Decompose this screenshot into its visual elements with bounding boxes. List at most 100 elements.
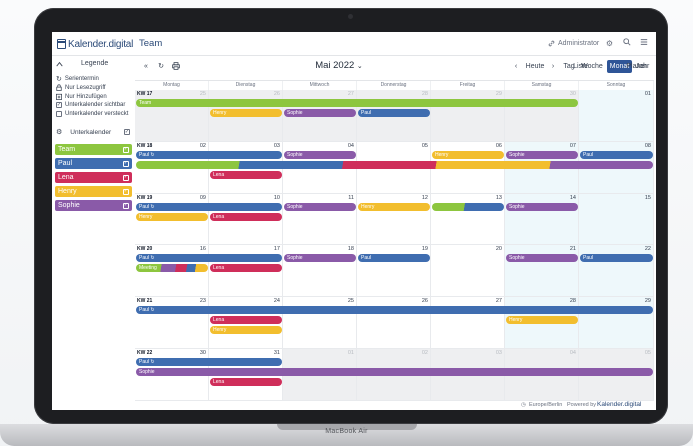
- calendar-event[interactable]: Henry: [358, 202, 430, 211]
- calendar-event[interactable]: Paul: [358, 109, 430, 117]
- weekday-header: Samstag: [505, 81, 579, 90]
- toggle-all-checkbox[interactable]: ✓: [124, 128, 130, 135]
- week-number: KW 18: [137, 142, 153, 149]
- day-cell[interactable]: 29: [431, 90, 505, 142]
- calendar-event[interactable]: Meeting: [136, 264, 208, 273]
- subcalendar-henry[interactable]: Henry ✓: [55, 186, 132, 197]
- legend-header[interactable]: Legende: [56, 60, 132, 67]
- day-cell[interactable]: 26: [357, 297, 431, 349]
- view-planner-button[interactable]: Planer: [626, 63, 647, 70]
- day-cell[interactable]: 14: [505, 193, 579, 246]
- next-button[interactable]: ›: [551, 63, 555, 70]
- view-year-button[interactable]: Jahr: [635, 63, 650, 70]
- calendar-event[interactable]: Lena: [210, 316, 282, 325]
- checkbox-checked-icon[interactable]: ✓: [123, 188, 129, 195]
- settings-icon[interactable]: ⚙: [56, 129, 63, 136]
- footer-brand[interactable]: Kalender.digital: [597, 401, 642, 408]
- day-cell[interactable]: 12: [357, 193, 431, 246]
- day-cell[interactable]: 24: [209, 297, 283, 349]
- calendar-event[interactable]: Paul: [580, 254, 653, 263]
- calendar-event[interactable]: Paul ↻: [136, 150, 282, 159]
- calendar-event[interactable]: Henry: [136, 212, 208, 221]
- day-cell[interactable]: 11: [283, 193, 357, 246]
- calendar-event[interactable]: Team: [136, 99, 578, 107]
- refresh-button[interactable]: ↻: [158, 63, 164, 70]
- calendar-event[interactable]: Henry: [210, 109, 282, 117]
- subcalendar-lena[interactable]: Lena ✓: [55, 172, 132, 183]
- search-icon[interactable]: [621, 38, 632, 49]
- day-cell[interactable]: 25: [283, 297, 357, 349]
- day-cell[interactable]: 01: [579, 90, 654, 142]
- day-cell[interactable]: 13: [431, 193, 505, 246]
- settings-icon[interactable]: ⚙: [605, 39, 614, 48]
- logo[interactable]: Kalender.digital: [57, 38, 133, 50]
- day-cell[interactable]: 29: [579, 297, 654, 349]
- day-cell[interactable]: 21: [505, 245, 579, 298]
- day-cell[interactable]: 30: [505, 90, 579, 142]
- day-cell[interactable]: 20: [431, 245, 505, 298]
- calendar-event[interactable]: Sophie: [506, 254, 578, 263]
- calendar-event[interactable]: Lena: [210, 264, 282, 273]
- day-cell[interactable]: 15: [579, 193, 654, 246]
- calendar-event[interactable]: Sophie: [284, 202, 356, 211]
- calendar-event[interactable]: Paul: [358, 254, 430, 263]
- calendar-event[interactable]: Henry: [432, 150, 504, 159]
- day-cell[interactable]: 18: [283, 245, 357, 298]
- calendar-event[interactable]: Sophie: [284, 150, 356, 159]
- day-number: 22: [644, 246, 651, 253]
- admin-link[interactable]: Administrator: [548, 40, 599, 47]
- calendar-toolbar: « ↻ Mai 2022 ⌄ ‹ Heute › Tag Woche Monat…: [135, 56, 656, 78]
- subcalendar-paul[interactable]: Paul ✓: [55, 158, 132, 169]
- calendar-event[interactable]: Lena: [210, 212, 282, 221]
- globe-icon: ◷: [521, 402, 526, 408]
- day-cell[interactable]: 16 KW 20: [135, 245, 209, 298]
- weekday-header: Montag: [135, 81, 209, 90]
- subcalendar-sophie[interactable]: Sophie ✓: [55, 200, 132, 211]
- day-number: 29: [495, 91, 502, 97]
- print-button[interactable]: [170, 60, 182, 73]
- day-cell[interactable]: 25 KW 17: [135, 90, 209, 142]
- day-cell[interactable]: 27: [431, 297, 505, 349]
- day-number: 18: [347, 246, 354, 253]
- day-cell[interactable]: 17: [209, 245, 283, 298]
- calendar-event[interactable]: Paul: [580, 150, 653, 159]
- view-month-button[interactable]: Monat: [607, 60, 632, 73]
- calendar-event[interactable]: [432, 202, 504, 211]
- calendar-event[interactable]: Sophie: [284, 109, 356, 117]
- today-button[interactable]: Heute: [525, 63, 545, 70]
- calendar-event[interactable]: Paul ↻: [136, 202, 282, 211]
- calendar-event[interactable]: [136, 160, 653, 169]
- calendar-event[interactable]: Sophie: [506, 202, 578, 211]
- calendar-event[interactable]: Lena: [210, 378, 282, 386]
- day-cell[interactable]: 19: [357, 245, 431, 298]
- legend-title: Legende: [81, 60, 109, 67]
- previous-button[interactable]: ‹: [514, 63, 518, 70]
- calendar-event[interactable]: Sophie: [284, 254, 356, 263]
- checkbox-checked-icon[interactable]: ✓: [123, 174, 129, 181]
- calendar-event[interactable]: Sophie: [506, 150, 578, 159]
- day-cell[interactable]: 23 KW 21: [135, 297, 209, 349]
- collapse-sidebar-button[interactable]: «: [144, 63, 148, 70]
- view-week-button[interactable]: Woche: [581, 63, 603, 70]
- view-list-button[interactable]: Liste: [573, 63, 588, 70]
- logo-text: Kalender.digital: [68, 38, 134, 50]
- calendar-event[interactable]: Sophie: [136, 368, 653, 376]
- calendar-event[interactable]: Paul ↻: [136, 254, 282, 263]
- view-day-button[interactable]: Tag: [563, 63, 575, 70]
- calendar-event[interactable]: Paul ↻: [136, 358, 282, 366]
- day-cell[interactable]: 10: [209, 193, 283, 246]
- calendar-event[interactable]: Henry: [506, 316, 578, 325]
- subcalendar-team[interactable]: Team ✓: [55, 144, 132, 155]
- month-selector[interactable]: Mai 2022 ⌄: [299, 60, 379, 71]
- calendar-event[interactable]: Paul ↻: [136, 306, 653, 315]
- calendar-event[interactable]: Henry: [210, 326, 282, 335]
- day-cell[interactable]: 09 KW 19: [135, 193, 209, 246]
- checkbox-checked-icon[interactable]: ✓: [123, 146, 129, 153]
- calendar-event[interactable]: Lena: [210, 170, 282, 179]
- timezone-label[interactable]: Europe/Berlin: [529, 402, 563, 408]
- legend-item: Nur Hinzufügen: [56, 93, 107, 100]
- menu-icon[interactable]: [638, 38, 649, 49]
- day-cell[interactable]: 22: [579, 245, 654, 298]
- checkbox-checked-icon[interactable]: ✓: [123, 160, 129, 167]
- checkbox-checked-icon[interactable]: ✓: [123, 202, 129, 209]
